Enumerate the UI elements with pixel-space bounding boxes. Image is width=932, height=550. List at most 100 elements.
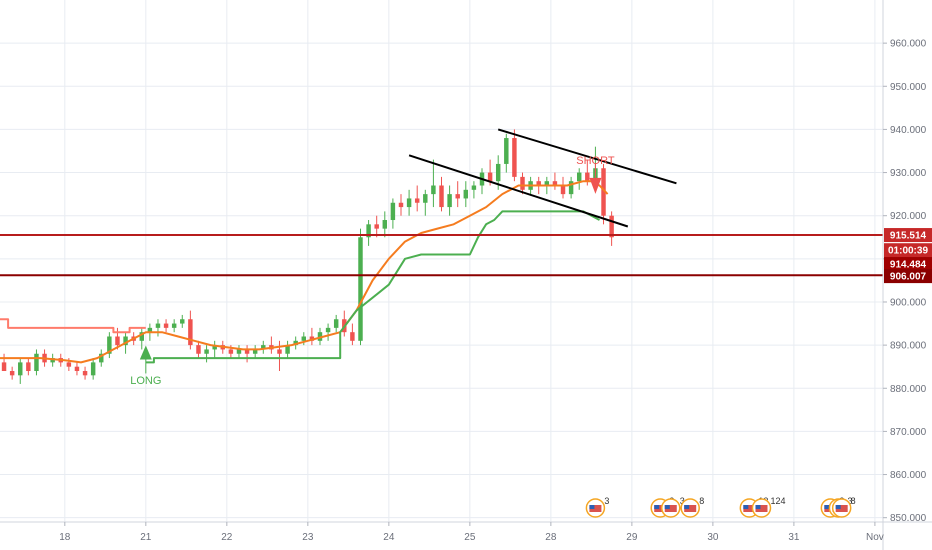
candle-body bbox=[552, 181, 558, 186]
candle-body bbox=[301, 336, 307, 341]
candle-body bbox=[66, 362, 72, 367]
flag-canton-icon bbox=[664, 505, 670, 509]
price-label: 01:00:39 bbox=[888, 246, 928, 257]
x-tick-label: 28 bbox=[545, 532, 557, 543]
annotations-layer: LONG SHORT bbox=[130, 155, 615, 387]
price-label: 915.514 bbox=[890, 231, 927, 242]
event-count: 8 bbox=[699, 496, 704, 506]
candle-body bbox=[455, 194, 460, 199]
candle-body bbox=[277, 349, 282, 354]
candle-body bbox=[471, 185, 477, 190]
flag-canton-icon bbox=[589, 505, 595, 509]
candle-body bbox=[115, 336, 120, 346]
price-label-box bbox=[884, 243, 932, 258]
y-tick-label: 860.000 bbox=[890, 470, 927, 481]
candle-body bbox=[544, 181, 550, 186]
short-label: SHORT bbox=[576, 155, 615, 167]
stop-line bbox=[145, 210, 600, 364]
candle-body bbox=[447, 194, 452, 208]
candle-body bbox=[99, 353, 104, 363]
y-tick-label: 930.000 bbox=[890, 168, 927, 179]
candle-body bbox=[317, 332, 323, 341]
candle-body bbox=[414, 198, 420, 203]
candle-body bbox=[325, 327, 331, 333]
y-tick-label: 890.000 bbox=[890, 341, 927, 352]
candle-body bbox=[228, 349, 234, 354]
candle-body bbox=[423, 194, 428, 203]
candle-body bbox=[512, 138, 517, 177]
y-tick-label: 920.000 bbox=[890, 211, 927, 222]
channel-trendline bbox=[497, 128, 677, 185]
candle-body bbox=[74, 366, 80, 372]
candle-body bbox=[406, 198, 412, 208]
event-count: 3 bbox=[604, 496, 609, 506]
moving-average-line bbox=[0, 180, 609, 364]
candle-body bbox=[34, 353, 39, 372]
y-tick-label: 870.000 bbox=[890, 427, 927, 438]
flag-canton-icon bbox=[824, 505, 830, 509]
candle-body bbox=[487, 172, 493, 182]
flag-stripes-icon bbox=[684, 505, 697, 512]
price-label-box bbox=[884, 257, 932, 272]
event-count: 124 bbox=[770, 496, 785, 506]
candle-body bbox=[293, 340, 298, 346]
candle-body bbox=[212, 345, 217, 350]
candle-body bbox=[139, 332, 144, 341]
candle-body bbox=[439, 185, 444, 208]
event-count: 3 bbox=[680, 496, 685, 506]
x-tick-label: 23 bbox=[302, 532, 314, 543]
candle-body bbox=[398, 202, 404, 208]
candle-body bbox=[560, 185, 566, 195]
candle-body bbox=[261, 345, 266, 350]
candle-body bbox=[285, 345, 290, 354]
flag-canton-icon bbox=[654, 505, 660, 509]
flag-stripes-icon bbox=[835, 505, 848, 512]
y-tick-label: 960.000 bbox=[890, 39, 927, 50]
candle-body bbox=[50, 358, 55, 363]
long-label: LONG bbox=[130, 375, 161, 387]
candle-body bbox=[495, 163, 501, 182]
candle-body bbox=[374, 224, 379, 229]
candle-body bbox=[180, 319, 185, 324]
y-tick-label: 880.000 bbox=[890, 384, 927, 395]
candle-body bbox=[196, 345, 201, 354]
price-label-box bbox=[884, 228, 932, 243]
x-tick-label: 18 bbox=[59, 532, 71, 543]
event-count: 8 bbox=[851, 496, 856, 506]
channel-trendline bbox=[408, 154, 629, 228]
grid-lines bbox=[0, 0, 883, 522]
x-tick-label: 29 bbox=[626, 532, 638, 543]
x-tick-label: 30 bbox=[707, 532, 719, 543]
candle-body bbox=[536, 181, 541, 186]
candle-body bbox=[609, 215, 614, 238]
y-tick-label: 900.000 bbox=[890, 297, 927, 308]
candle-body bbox=[568, 181, 574, 195]
candle-body bbox=[163, 323, 169, 328]
flag-canton-icon bbox=[684, 505, 690, 509]
candle-body bbox=[585, 172, 590, 182]
flag-stripes-icon bbox=[589, 505, 602, 512]
candle-body bbox=[504, 138, 509, 164]
horizontal-lines-layer bbox=[0, 234, 883, 277]
candle-body bbox=[147, 327, 153, 333]
candle-body bbox=[171, 323, 177, 328]
candle-body bbox=[26, 362, 31, 372]
candle-body bbox=[358, 237, 363, 341]
long-arrow bbox=[139, 345, 152, 360]
flag-canton-icon bbox=[835, 505, 841, 509]
candle-body bbox=[155, 323, 161, 328]
candle-body bbox=[123, 336, 128, 346]
candle-body bbox=[252, 349, 258, 354]
flag-stripes-icon bbox=[664, 505, 677, 512]
candle-body bbox=[520, 176, 525, 190]
candle-body bbox=[333, 319, 339, 328]
flag-stripes-icon bbox=[755, 505, 768, 512]
candle-body bbox=[382, 220, 388, 229]
events-layer: 323812124338 bbox=[585, 496, 856, 518]
event-count: 3 bbox=[847, 496, 852, 506]
price-label: 906.007 bbox=[890, 272, 927, 283]
indicator-layer bbox=[0, 180, 609, 364]
candle-body bbox=[390, 202, 396, 221]
